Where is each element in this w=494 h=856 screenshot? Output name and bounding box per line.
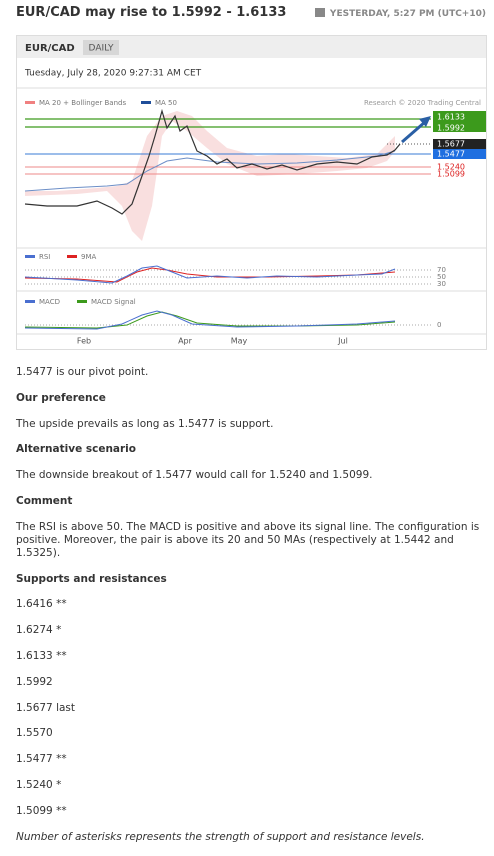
heading: Alternative scenario	[16, 443, 136, 456]
level-box	[433, 149, 486, 159]
title: EUR/CAD may rise to 1.5992 - 1.6133	[16, 5, 287, 20]
legend-label: MACD	[39, 298, 60, 306]
level-item: 1.6274 *	[16, 624, 62, 637]
timestamp: YESTERDAY, 5:27 PM (UTC+10)	[314, 8, 486, 19]
legend-label: 9MA	[81, 253, 96, 261]
level-label: 1.5677	[437, 140, 465, 149]
rsi-tick: 50	[437, 273, 446, 281]
legend-swatch	[25, 255, 35, 258]
level-label: 1.6133	[437, 113, 465, 122]
ma50	[24, 150, 396, 192]
footnote: Number of asterisks represents the stren…	[16, 830, 425, 843]
heading: Supports and resistances	[16, 572, 167, 585]
chart-image: EUR/CAD DAILY Tuesday, July 28, 2020 9:2…	[16, 35, 487, 350]
macd	[24, 310, 396, 330]
level-item: 1.5570	[16, 727, 53, 740]
level-item: 1.5477 **	[16, 753, 67, 766]
paragraph: The upside prevails as long as 1.5477 is…	[16, 417, 274, 430]
legend-label: MA 50	[155, 99, 177, 107]
timeframe-box	[83, 40, 119, 55]
month-label: Apr	[178, 337, 193, 346]
symbol: EUR/CAD	[25, 43, 75, 54]
heading: Comment	[16, 494, 73, 507]
legend-label: RSI	[39, 253, 50, 261]
level-item: 1.6416 **	[16, 598, 67, 611]
paragraph: 1.5477 is our pivot point.	[16, 366, 149, 378]
datetime: Tuesday, July 28, 2020 9:27:31 AM CET	[24, 69, 202, 79]
month-label: Jul	[337, 337, 348, 346]
level-label: 1.5992	[437, 124, 465, 133]
level-item: 1.6133 **	[16, 649, 67, 662]
level-label: 1.5240	[437, 163, 465, 172]
level-label: 1.5477	[437, 150, 465, 159]
paragraph: The RSI is above 50. The MACD is positiv…	[16, 520, 480, 559]
level-item: 1.5240 *	[16, 778, 62, 791]
rsi-tick: 70	[437, 266, 446, 274]
level-label: 1.5099	[437, 170, 465, 179]
legend-label: MACD Signal	[91, 298, 136, 306]
price	[24, 108, 401, 215]
credit: Research © 2020 Trading Central	[364, 99, 481, 107]
chart-header	[17, 36, 486, 58]
month-label: Feb	[77, 337, 91, 346]
rsi-tick: 30	[437, 280, 446, 288]
macd-tick: 0	[437, 321, 441, 329]
legend-swatch	[141, 101, 151, 104]
forecast-arrow	[401, 120, 426, 144]
level-item: 1.5677 last	[16, 701, 76, 714]
legend-swatch	[77, 300, 87, 303]
legend-swatch	[25, 101, 35, 104]
level-box	[433, 123, 486, 132]
timestamp-text: YESTERDAY, 5:27 PM (UTC+10)	[329, 9, 486, 19]
arrow-head	[419, 116, 431, 127]
legend-swatch	[67, 255, 77, 258]
comment-icon	[314, 8, 325, 17]
rsi-9ma	[24, 267, 396, 283]
bollinger-band	[25, 111, 395, 241]
level-box	[433, 139, 486, 149]
month-label: May	[231, 337, 248, 346]
paragraph: The downside breakout of 1.5477 would ca…	[16, 469, 373, 482]
rsi	[24, 265, 396, 284]
level-item: 1.5992	[16, 675, 53, 688]
article-body: 1.5477 is our pivot point. Our preference…	[16, 366, 486, 856]
timeframe: DAILY	[89, 44, 114, 54]
legend-swatch	[25, 300, 35, 303]
level-box	[433, 111, 486, 123]
legend-label: MA 20 + Bollinger Bands	[39, 99, 126, 107]
heading: Our preference	[16, 391, 106, 404]
level-item: 1.5099 **	[16, 804, 67, 817]
